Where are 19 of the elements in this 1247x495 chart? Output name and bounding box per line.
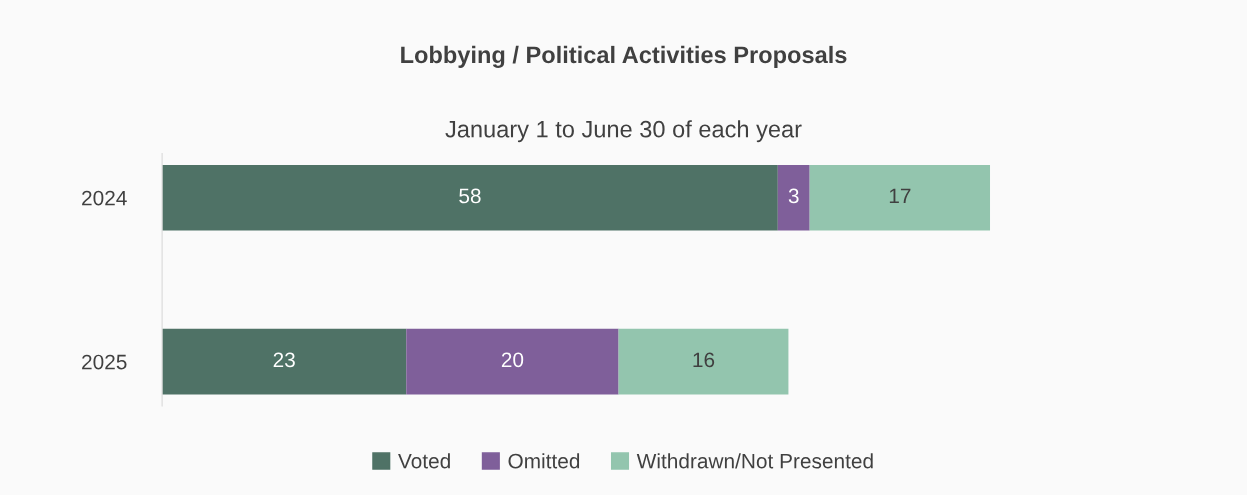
legend-label: Voted	[398, 453, 450, 469]
y-tick-label: 2024	[82, 190, 127, 206]
bar	[406, 328, 619, 395]
chart-subtitle: January 1 to June 30 of each year	[445, 120, 802, 143]
chart-title: Lobbying / Political Activities Proposals	[401, 45, 847, 68]
bar	[162, 328, 407, 395]
data-label: 17	[889, 188, 911, 204]
data-label: 23	[273, 352, 295, 368]
data-label: 20	[501, 352, 524, 368]
legend-label: Omitted	[508, 453, 580, 469]
bar	[809, 164, 991, 231]
data-label: 58	[459, 188, 481, 204]
y-tick-label: 2025	[82, 354, 127, 370]
bar	[162, 164, 778, 231]
bar	[777, 164, 810, 231]
bar	[618, 328, 789, 395]
legend-label: Withdrawn/Not Presented	[636, 453, 873, 469]
data-label: 3	[788, 188, 799, 204]
data-label: 16	[693, 352, 715, 368]
